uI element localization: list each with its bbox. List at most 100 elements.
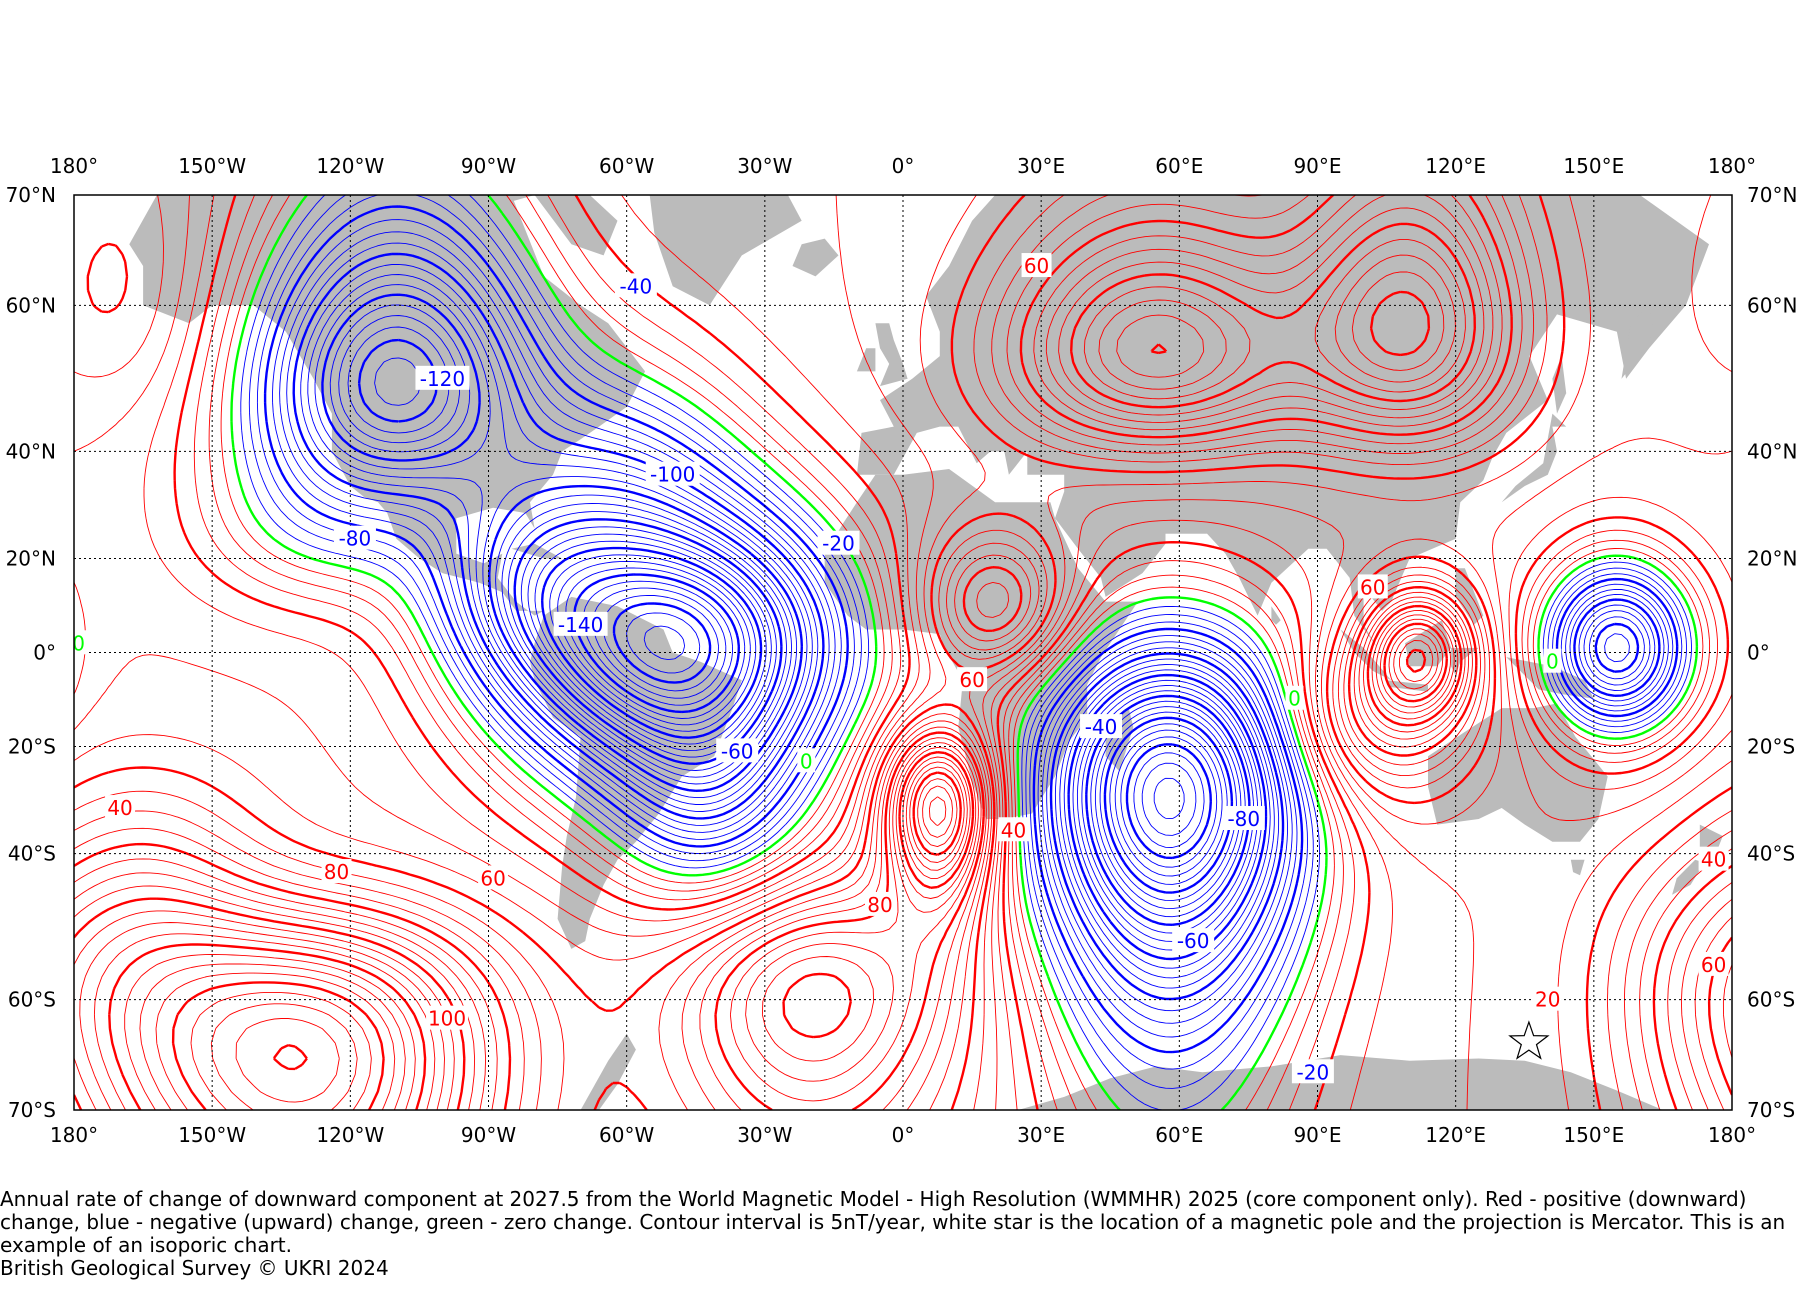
land-new-guinea bbox=[1506, 657, 1594, 699]
longitude-tick-label: 120°E bbox=[1425, 154, 1486, 178]
contour-label-background bbox=[321, 859, 352, 884]
contour-label: 40 bbox=[1701, 848, 1726, 872]
longitude-ticks-top: 180° 150°W 120°W 90°W 60°W 30°W 0° 30°E 60°E 90°E… bbox=[50, 154, 1756, 178]
land-eurasia bbox=[856, 195, 1709, 648]
zero-contour bbox=[230, 195, 1699, 1110]
contour-label-background bbox=[1698, 951, 1729, 976]
longitude-tick-label: 150°W bbox=[178, 154, 246, 178]
latitude-tick-label: 20°S bbox=[1747, 734, 1795, 758]
longitude-tick-label: 30°W bbox=[737, 154, 792, 178]
negative-contour bbox=[374, 357, 1246, 918]
latitude-ticks-left: 70°N 60°N 40°N 20°N 0° 20°S 40°S 60°S 70°S bbox=[6, 183, 56, 1122]
land-masses bbox=[129, 195, 1723, 1110]
negative-contour bbox=[321, 293, 1640, 961]
negative-contour bbox=[557, 560, 1223, 877]
longitude-tick-label: 0° bbox=[892, 1123, 915, 1147]
longitude-tick-label: 90°W bbox=[461, 154, 516, 178]
contour-label-background bbox=[333, 525, 376, 550]
latitude-tick-label: 60°S bbox=[8, 988, 56, 1012]
contour-label: -20 bbox=[822, 532, 855, 556]
latitude-tick-label: 60°S bbox=[1747, 988, 1795, 1012]
contour-label-background bbox=[1080, 714, 1123, 739]
negative-contour bbox=[307, 274, 1651, 979]
longitude-tick-label: 120°E bbox=[1425, 1123, 1486, 1147]
positive-contour bbox=[74, 195, 1732, 1110]
positive-contour bbox=[220, 195, 1704, 1110]
contour-label-background bbox=[478, 865, 509, 890]
negative-contour bbox=[582, 580, 1205, 848]
longitude-ticks-bottom: 180° 150°W 120°W 90°W 60°W 30°W 0° 30°E 60°E 90°E… bbox=[50, 1123, 1756, 1147]
latitude-tick-label: 70°N bbox=[6, 183, 56, 207]
positive-contour bbox=[139, 633, 1439, 1110]
contour-label: 60 bbox=[1360, 575, 1385, 599]
land-antarctica bbox=[580, 1033, 636, 1110]
magnetic-pole-star bbox=[1508, 1020, 1550, 1060]
land-tasmania bbox=[1570, 859, 1585, 876]
latitude-tick-label: 20°N bbox=[6, 547, 56, 571]
contour-label: -140 bbox=[558, 613, 603, 637]
positive-contour bbox=[79, 254, 1456, 1110]
land-kamchatka bbox=[1621, 305, 1654, 379]
positive-contour bbox=[74, 195, 1732, 1110]
longitude-tick-label: 120°W bbox=[316, 1123, 384, 1147]
latitude-tick-label: 40°S bbox=[8, 842, 56, 866]
latitude-tick-label: 0° bbox=[1747, 641, 1770, 665]
land-north-america bbox=[129, 195, 646, 616]
contour-label-background bbox=[1222, 806, 1265, 831]
magnetic-pole-star-icon bbox=[1508, 1020, 1550, 1060]
contour-label: 60 bbox=[1701, 953, 1726, 977]
latitude-tick-label: 0° bbox=[33, 641, 56, 665]
land-svalbard-novaya bbox=[1142, 195, 1180, 221]
latitude-tick-label: 70°S bbox=[8, 1098, 56, 1122]
contour-label: 100 bbox=[428, 1007, 466, 1031]
longitude-tick-label: 30°E bbox=[1017, 1123, 1065, 1147]
longitude-tick-label: 60°W bbox=[599, 1123, 654, 1147]
longitude-tick-label: 180° bbox=[50, 154, 98, 178]
latitude-tick-label: 70°N bbox=[1747, 183, 1797, 207]
contour-label: -40 bbox=[1085, 715, 1118, 739]
negative-contour bbox=[248, 195, 1687, 1089]
longitude-tick-label: 180° bbox=[50, 1123, 98, 1147]
contour-label-background bbox=[426, 1005, 469, 1030]
latitude-ticks-right: 70°N 60°N 40°N 20°N 0° 20°S 40°S 60°S 70°S bbox=[1747, 183, 1797, 1122]
longitude-tick-label: 90°E bbox=[1293, 154, 1341, 178]
contour-label: -80 bbox=[1227, 807, 1260, 831]
contour-label-background bbox=[864, 891, 895, 916]
contour-label-background bbox=[957, 667, 988, 692]
contour-label: 0 bbox=[1546, 650, 1559, 674]
positive-contour bbox=[190, 991, 372, 1110]
negative-contour bbox=[643, 625, 686, 661]
latitude-tick-label: 60°N bbox=[1747, 293, 1797, 317]
plot-frame bbox=[73, 194, 1733, 1111]
negative-contour bbox=[272, 219, 1674, 1038]
contour-label: -60 bbox=[1177, 929, 1210, 953]
negative-contour bbox=[612, 602, 712, 684]
land-philippines bbox=[1455, 568, 1484, 625]
contour-label-background bbox=[1543, 648, 1562, 673]
longitude-tick-label: 150°E bbox=[1563, 154, 1624, 178]
negative-contour bbox=[286, 242, 1665, 1012]
contour-label: 0 bbox=[72, 631, 85, 655]
contour-label-background bbox=[645, 461, 700, 486]
negative-contour bbox=[549, 554, 1228, 885]
positive-contour bbox=[208, 195, 1711, 1110]
latitude-tick-label: 40°S bbox=[1747, 842, 1795, 866]
contour-label-background bbox=[1021, 253, 1052, 278]
contour-label: -80 bbox=[339, 527, 372, 551]
latitude-tick-label: 60°N bbox=[6, 293, 56, 317]
positive-contour bbox=[74, 195, 1732, 1110]
longitude-tick-label: 30°W bbox=[737, 1123, 792, 1147]
positive-contour bbox=[235, 1018, 340, 1103]
negative-contour bbox=[347, 326, 1255, 934]
positive-contour bbox=[173, 195, 1730, 1110]
land-uk bbox=[875, 323, 908, 387]
contour-label-background bbox=[1285, 685, 1304, 710]
land-arabia-iran bbox=[1133, 513, 1207, 534]
contour-label: 60 bbox=[480, 866, 505, 890]
contour-label: 0 bbox=[800, 749, 813, 773]
negative-contour bbox=[626, 612, 701, 674]
negative-contour bbox=[329, 304, 1630, 951]
contour-label: 20 bbox=[1535, 988, 1560, 1012]
contour-label-background bbox=[817, 530, 860, 555]
